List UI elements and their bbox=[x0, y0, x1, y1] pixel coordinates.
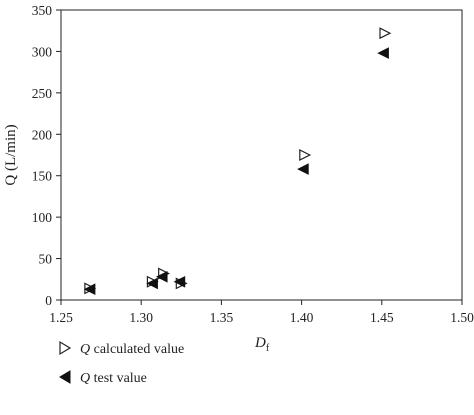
x-axis-title-main: D bbox=[254, 335, 266, 351]
legend-label-calculated-prefix: Q bbox=[80, 342, 90, 357]
plot-frame bbox=[60, 9, 463, 301]
y-tick-label: 100 bbox=[32, 210, 53, 225]
x-tick-label: 1.25 bbox=[49, 310, 73, 325]
y-tick-label: 250 bbox=[32, 86, 53, 101]
legend: Q calculated value Q test value bbox=[59, 340, 184, 386]
test-value-point bbox=[83, 283, 96, 296]
x-tick-label: 1.45 bbox=[370, 310, 394, 325]
test-value-point bbox=[146, 277, 158, 290]
test-value-point bbox=[173, 275, 186, 288]
calculated-value-point bbox=[299, 149, 312, 161]
legend-label-test-suffix: test value bbox=[90, 371, 147, 386]
test-value-point bbox=[155, 270, 168, 283]
x-axis-title-subscript: f bbox=[266, 343, 270, 354]
y-tick-label: 0 bbox=[45, 293, 52, 308]
y-axis-ticks: 0 50 100 150 200 250 300 350 bbox=[32, 3, 61, 308]
legend-marker-calculated bbox=[59, 340, 72, 356]
test-value-point bbox=[377, 47, 389, 59]
y-tick-label: 200 bbox=[32, 127, 53, 142]
legend-label-test: Q test value bbox=[80, 371, 147, 386]
x-tick-label: 1.50 bbox=[450, 310, 474, 325]
legend-label-test-prefix: Q bbox=[80, 371, 90, 386]
x-tick-label: 1.35 bbox=[210, 310, 234, 325]
test-value-point bbox=[297, 163, 309, 175]
data-points bbox=[83, 27, 392, 296]
legend-marker-test bbox=[59, 370, 71, 384]
y-tick-label: 350 bbox=[32, 3, 53, 18]
y-axis-title: Q (L/min) bbox=[3, 124, 19, 185]
y-tick-label: 150 bbox=[32, 169, 53, 184]
calculated-value-point bbox=[379, 27, 392, 40]
x-axis-ticks: 1.25 1.30 1.35 1.40 1.45 1.50 bbox=[49, 300, 474, 325]
x-axis-title: Df bbox=[254, 335, 270, 354]
x-tick-label: 1.40 bbox=[290, 310, 314, 325]
y-tick-label: 300 bbox=[32, 44, 53, 59]
x-tick-label: 1.30 bbox=[129, 310, 153, 325]
legend-label-calculated-suffix: calculated value bbox=[90, 342, 184, 357]
y-tick-label: 50 bbox=[39, 252, 53, 267]
legend-label-calculated: Q calculated value bbox=[80, 342, 184, 357]
